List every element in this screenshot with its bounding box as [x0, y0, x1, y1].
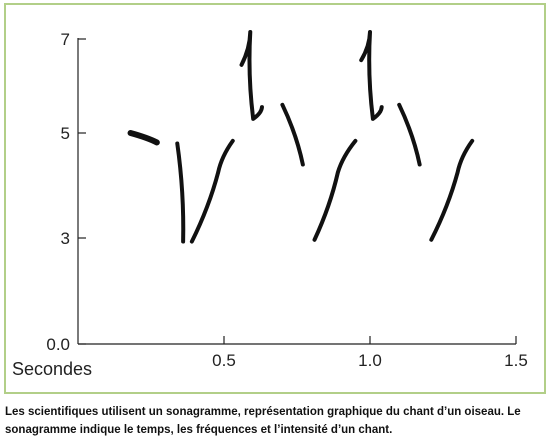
sonagram-point [429, 238, 433, 242]
sonagram-point [216, 170, 220, 174]
sonagram-point [155, 140, 159, 145]
y-tick-label: 3 [61, 229, 70, 248]
x-unit-label: Secondes [12, 359, 92, 379]
sonagram-point [470, 139, 474, 143]
x-tick-label: 0.5 [212, 351, 236, 370]
sonagram-syllable [429, 138, 475, 242]
sonagram-syllable [189, 138, 235, 244]
sonagram-point [280, 103, 284, 107]
caption-line-2: sonagramme indique le temps, les fréquen… [5, 424, 393, 436]
sonagram-point [336, 170, 340, 174]
sonagram-syllable [312, 138, 358, 242]
sonagram-point [248, 30, 252, 34]
x-tick-label: 1.5 [504, 351, 528, 370]
sonagram-point [260, 105, 264, 109]
x-tick-label: 1.0 [358, 351, 382, 370]
sonagram-point [301, 162, 305, 167]
sonagram-point [359, 58, 363, 62]
sonagram-point [353, 139, 357, 143]
sonagram-point [251, 117, 255, 121]
sonagram-syllable [239, 29, 264, 121]
sonagram-point [128, 131, 133, 135]
sonagram-point [397, 103, 401, 107]
figure-frame [4, 3, 546, 394]
sonagram-point [418, 162, 422, 167]
sonagram-point [231, 139, 235, 143]
sonagram-point [190, 239, 194, 244]
sonagram-point [312, 238, 317, 242]
sonagram-point [380, 105, 384, 109]
sonagram-syllable [280, 102, 305, 167]
sonagram-point [456, 170, 460, 174]
sonagram-chart: 0.0 3 5 7 0.5 1.0 1.5 Secondes [12, 29, 528, 379]
y-tick-label: 0.0 [46, 335, 70, 354]
sonagram-syllable [127, 130, 160, 146]
y-tick-label: 5 [61, 124, 70, 143]
sonagram-point [371, 117, 375, 121]
caption-line-1: Les scientifiques utilisent un sonagramm… [5, 406, 521, 418]
sonagram-point [239, 63, 244, 67]
sonagram-point [368, 30, 372, 34]
sonagram-point [175, 141, 179, 146]
y-tick-label: 7 [61, 30, 70, 49]
figure-caption: Les scientifiques utilisent un sonagramm… [5, 403, 543, 439]
sonagram-syllable [359, 29, 384, 121]
sonagram-syllable [397, 102, 422, 167]
sonagram-point [181, 239, 185, 244]
sonagram-syllable [175, 141, 186, 244]
